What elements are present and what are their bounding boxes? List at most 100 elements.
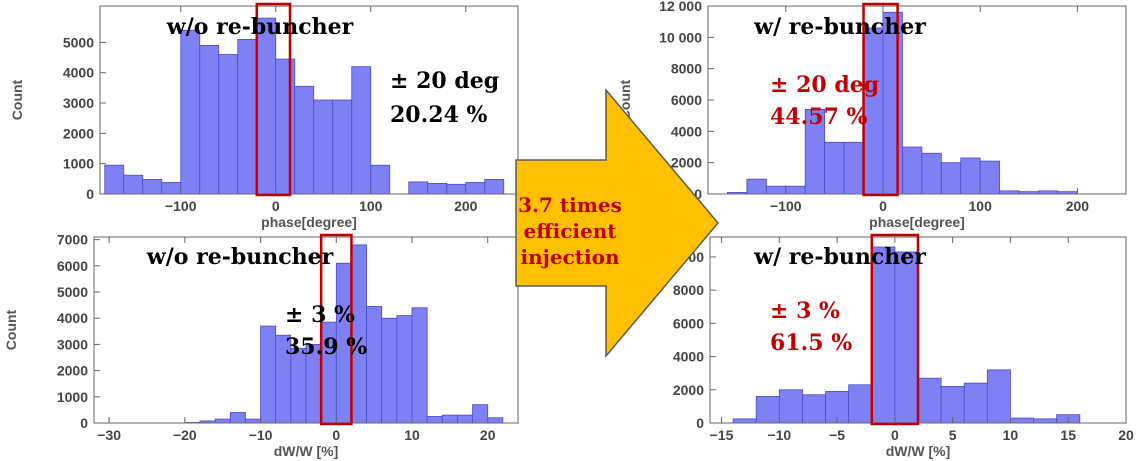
x-tick-label: 200 [1066,198,1090,214]
histogram-bar [1010,417,1034,424]
y-tick-label: 4000 [57,310,88,326]
y-tick-label: 1000 [57,389,88,405]
window-annotation: 35.9 % [285,334,367,360]
histogram-bar [408,181,429,195]
histogram-bar [732,418,757,424]
chart-top-right: −100 0 100 200 0 2000 4000 6000 8000 10 000 12 000… [617,0,1141,230]
histogram-bar [427,182,448,195]
histogram-bar [142,179,163,195]
y-tick-label: 3000 [63,95,94,111]
x-axis-label: phase[degree] [261,214,357,230]
plot-frame [93,236,519,424]
arrow-line-2: efficient [523,219,617,243]
histogram-bar [245,418,261,424]
histogram-bar [351,66,372,195]
plot-frame [99,5,519,195]
y-tick-label: 5000 [63,34,94,50]
histogram-bar [472,404,489,424]
histogram-bar [260,325,277,424]
y-tick-label: 4000 [671,123,702,139]
x-tick-label: −10 [767,427,791,443]
histogram-bar [218,54,239,195]
x-tick-label: 15 [1060,427,1076,443]
arrow-line-1: 3.7 times [518,193,622,217]
x-tick-label: −30 [97,427,121,443]
histogram-bar [986,369,1011,424]
histogram-bar [180,29,201,195]
histogram-bar [960,157,981,195]
x-tick-label: −5 [829,427,845,443]
window-annotation: ± 3 % [285,302,355,328]
histogram-bar [123,174,144,195]
x-tick-label: −15 [710,427,734,443]
histogram-bar [214,418,231,424]
histogram-bar [487,417,504,424]
histogram-bar [313,99,334,195]
chart-svg-tl: −100 0 100 200010002000300040005000phase[de… [9,2,519,230]
x-tick-label: 0 [879,198,887,214]
y-tick-label: 8000 [673,282,704,298]
window-annotation: 44.57 % [770,104,868,130]
histogram-bar [411,307,428,424]
x-tick-label: 0 [332,427,340,443]
histogram-bar [332,99,353,195]
histogram-bar [465,182,486,195]
histogram-bar [902,146,923,195]
histogram-bar [457,414,473,424]
selection-window [319,233,353,426]
y-tick-label: 2000 [673,382,704,398]
y-tick-label: 2000 [63,125,94,141]
y-tick-label: 0 [696,415,704,431]
chart-bottom-right: −15−10−5051015200200040006000800010 000d… [620,230,1141,461]
x-tick-label: 10 [1003,427,1019,443]
window-annotation: 20.24 % [390,102,488,128]
y-tick-label: 2000 [671,155,702,171]
histogram-bar [843,141,864,195]
histogram-bar [199,45,220,195]
histogram-bar [824,141,845,195]
x-tick-label: 200 [454,198,478,214]
chart-title: w/ re-buncher [753,244,926,270]
histogram-bar [917,377,942,424]
histogram-bar [446,183,467,195]
histogram-bar [979,160,1001,195]
histogram-bar [871,246,896,424]
window-annotation: ± 20 deg [770,72,879,98]
selection-window [870,233,920,426]
histogram-bar [1033,418,1058,424]
x-tick-label: −20 [173,427,197,443]
y-axis-label: Count [9,79,25,120]
y-tick-label: 6000 [671,92,702,108]
histogram-bar [370,164,391,195]
histogram-bar [785,185,806,195]
histogram-bar [441,414,458,424]
histogram-bar [275,58,296,195]
window-annotation: ± 20 deg [390,68,499,94]
y-tick-label: 6000 [57,258,88,274]
x-tick-label: −100 [770,198,802,214]
y-tick-label: 6000 [673,315,704,331]
x-tick-label: 100 [969,198,993,214]
y-tick-label: 0 [694,186,702,202]
x-axis-label: dW/W [%] [886,443,951,459]
histogram-bar [256,17,277,195]
chart-bottom-left: −30 −20 −10 0 10 20 0 1000 2000 3000 4000 5000 6000 7… [0,230,519,461]
chart-title: w/ re-buncher [753,14,926,40]
selection-window [862,2,899,197]
y-axis-label: Count [3,309,19,350]
efficiency-arrow: 3.7 times efficient injection [515,88,719,358]
y-tick-label: 2000 [57,363,88,379]
x-tick-label: 0 [891,427,899,443]
y-tick-label: 7000 [57,232,88,248]
histogram-bar [778,389,803,424]
histogram-bar [396,315,413,424]
histogram-bar [366,306,383,424]
histogram-bar [484,179,505,195]
y-tick-label: 0 [80,415,88,431]
histogram-bar [755,396,780,424]
histogram-bar [746,178,767,195]
x-axis-label: dW/W [%] [274,443,339,459]
chart-title: w/o re-buncher [166,14,354,40]
x-tick-label: 5 [949,427,957,443]
histogram-bar [940,162,962,195]
